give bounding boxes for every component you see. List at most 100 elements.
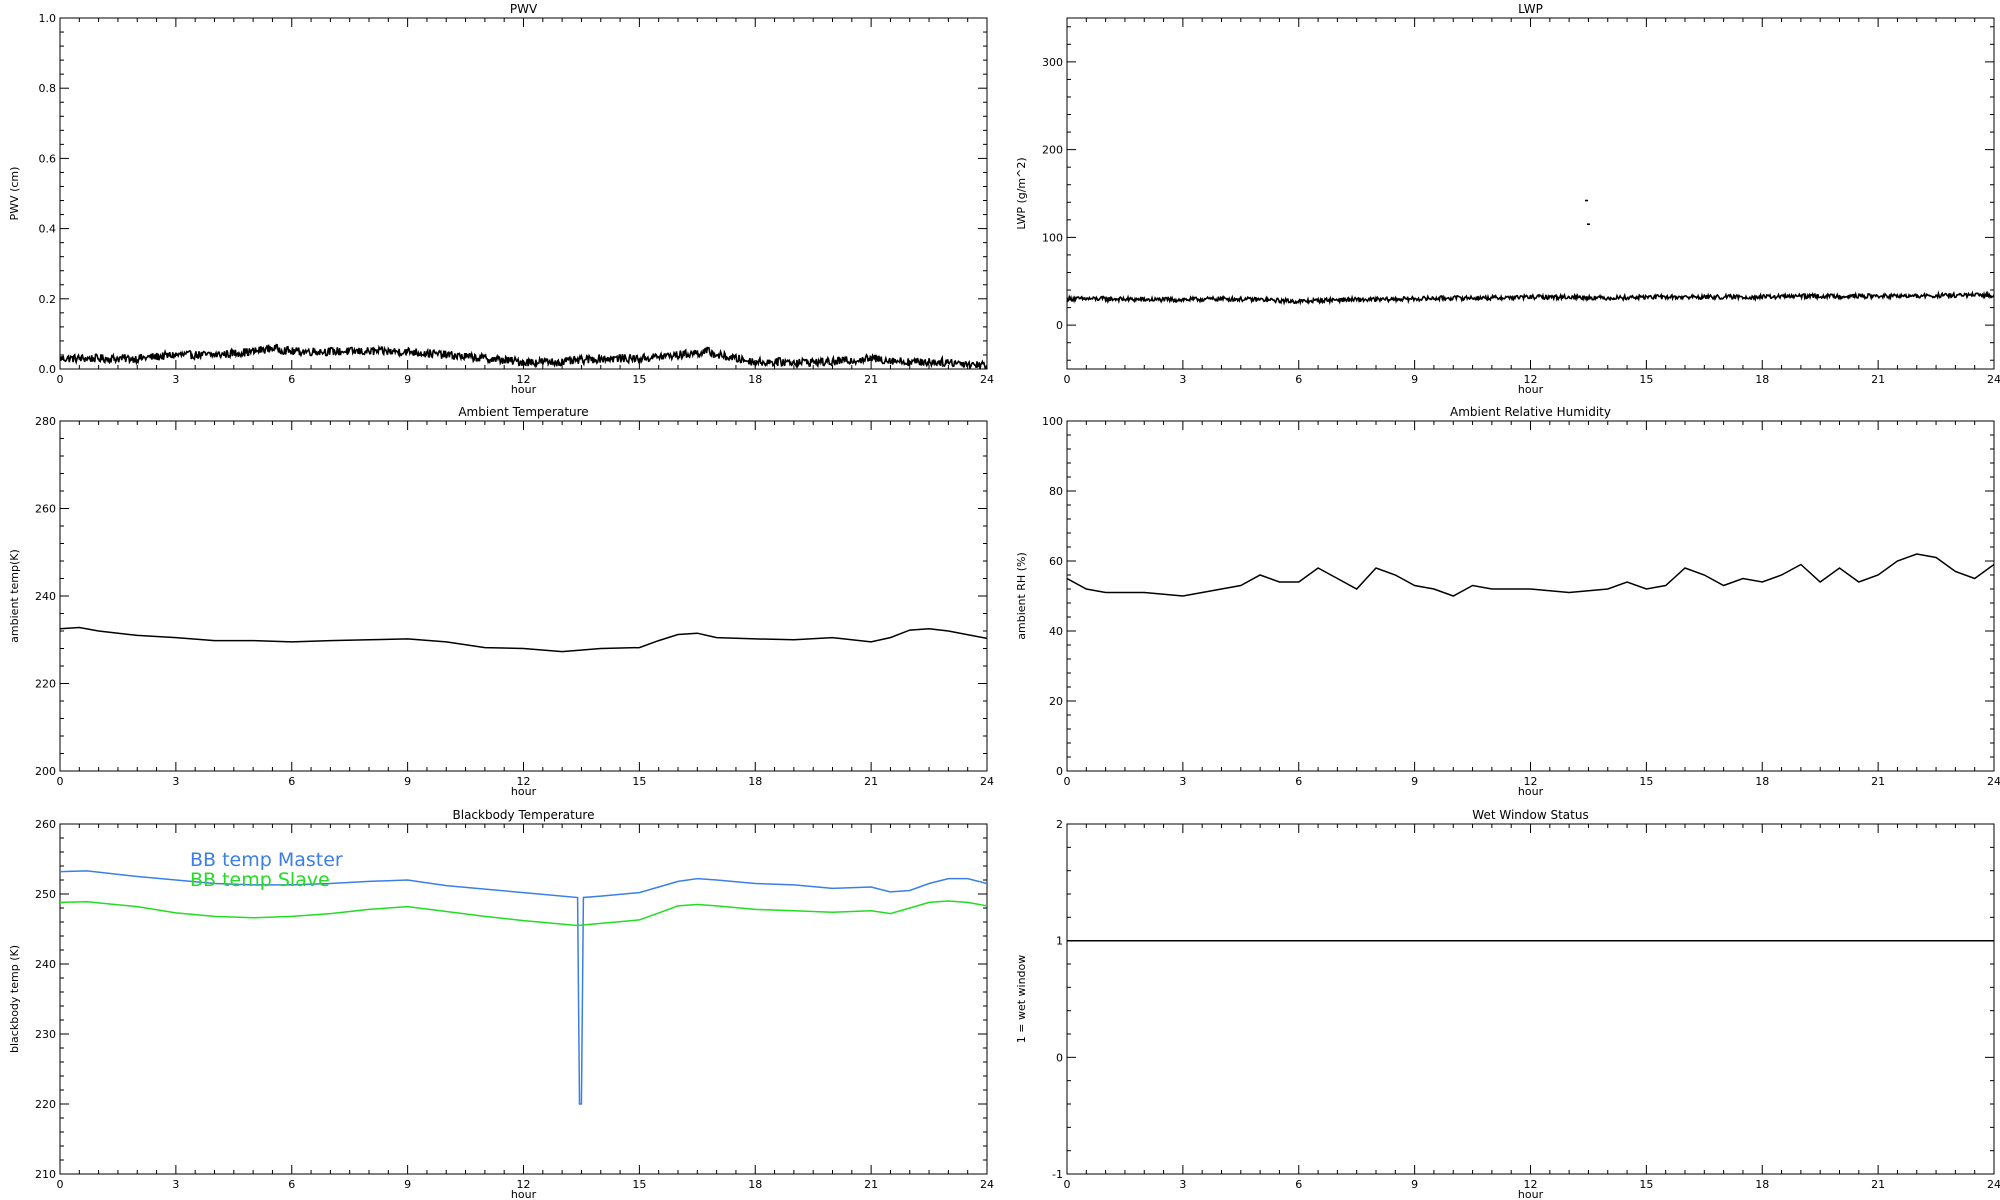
- x-tick-label: 3: [1179, 1178, 1186, 1191]
- x-tick-label: 24: [1987, 1178, 2000, 1191]
- plot-frame: [59, 17, 988, 370]
- y-tick-label: 260: [35, 503, 56, 516]
- plot-area: [1067, 199, 1994, 306]
- legend-entry: BB temp Master: [190, 849, 343, 871]
- y-tick-label: 0.2: [39, 293, 57, 306]
- x-tick-label: 12: [1524, 1178, 1538, 1191]
- x-axis-label: hour: [1518, 383, 1544, 396]
- y-tick-label: 200: [1042, 144, 1063, 157]
- x-tick-label: 12: [1524, 373, 1538, 386]
- x-tick-label: 24: [1987, 775, 2000, 788]
- x-tick-label: 15: [632, 373, 646, 386]
- chart-title: Ambient Temperature: [458, 405, 588, 419]
- x-tick-label: 6: [288, 373, 295, 386]
- y-tick-label: 220: [35, 678, 56, 691]
- x-tick-label: 0: [1064, 373, 1071, 386]
- x-tick-label: 24: [980, 373, 994, 386]
- x-tick-label: 21: [864, 1178, 878, 1191]
- chart-title: PWV: [510, 2, 538, 16]
- x-tick-label: 9: [1411, 1178, 1418, 1191]
- x-tick-label: 15: [632, 1178, 646, 1191]
- y-tick-label: 0.4: [39, 223, 57, 236]
- x-tick-label: 24: [980, 1178, 994, 1191]
- y-tick-label: 220: [35, 1098, 56, 1111]
- x-tick-label: 6: [1295, 775, 1302, 788]
- y-tick-label: 0.8: [39, 82, 57, 95]
- x-tick-label: 3: [172, 373, 179, 386]
- x-tick-label: 21: [1871, 373, 1885, 386]
- x-tick-label: 0: [57, 373, 64, 386]
- series-line-1: [1067, 553, 1994, 597]
- y-axis-label: ambient RH (%): [1015, 552, 1028, 640]
- y-tick-label: 1: [1056, 935, 1063, 948]
- y-tick-label: 230: [35, 1028, 56, 1041]
- y-tick-label: 1.0: [39, 12, 57, 25]
- plot-frame: [1066, 17, 1995, 370]
- y-tick-label: 210: [35, 1168, 56, 1181]
- x-tick-label: 12: [1524, 775, 1538, 788]
- y-tick-label: 240: [35, 590, 56, 603]
- x-tick-label: 18: [748, 775, 762, 788]
- x-tick-label: 15: [1639, 775, 1653, 788]
- x-tick-label: 3: [1179, 775, 1186, 788]
- legend-entry: BB temp Slave: [190, 869, 330, 891]
- x-tick-label: 12: [517, 373, 531, 386]
- x-tick-label: 18: [748, 1178, 762, 1191]
- x-axis-label: hour: [511, 383, 537, 396]
- series-line-1: [60, 343, 987, 369]
- x-tick-label: 9: [1411, 775, 1418, 788]
- x-tick-label: 18: [1755, 1178, 1769, 1191]
- x-tick-label: 21: [1871, 775, 1885, 788]
- x-tick-label: 9: [404, 373, 411, 386]
- x-tick-label: 3: [1179, 373, 1186, 386]
- plot-frame: [59, 420, 988, 772]
- x-tick-label: 12: [517, 775, 531, 788]
- y-tick-label: -1: [1052, 1168, 1063, 1181]
- y-tick-label: 300: [1042, 56, 1063, 69]
- x-tick-label: 0: [57, 1178, 64, 1191]
- x-tick-label: 15: [632, 775, 646, 788]
- y-tick-label: 200: [35, 765, 56, 778]
- x-tick-label: 0: [57, 775, 64, 788]
- y-axis-label: LWP (g/m^2): [1015, 157, 1028, 229]
- plot-area: [60, 343, 987, 369]
- chart-panel-3: Ambient Temperature 0 3 6 9 12 15 18 21 24 hour 200…: [8, 405, 994, 798]
- y-tick-label: 260: [35, 818, 56, 831]
- y-tick-label: 60: [1049, 555, 1063, 568]
- y-tick-label: 0: [1056, 319, 1063, 332]
- x-tick-label: 9: [404, 1178, 411, 1191]
- y-tick-label: 0: [1056, 765, 1063, 778]
- x-tick-label: 3: [172, 775, 179, 788]
- chart-title: Blackbody Temperature: [453, 808, 595, 822]
- x-tick-label: 15: [1639, 1178, 1653, 1191]
- y-tick-label: 240: [35, 958, 56, 971]
- x-axis-label: hour: [1518, 1188, 1544, 1200]
- y-tick-label: 80: [1049, 485, 1063, 498]
- y-tick-label: 280: [35, 415, 56, 428]
- x-axis-label: hour: [1518, 785, 1544, 798]
- y-axis-label: ambient temp(K): [8, 549, 21, 643]
- chart-panel-2: LWP 0 3 6 9 12 15 18 21 24 hour 0 100 200 300 LWP (g/m^…: [1015, 2, 2000, 396]
- y-tick-label: 20: [1049, 695, 1063, 708]
- data-point: [1585, 199, 1589, 202]
- y-tick-label: 0.6: [39, 152, 57, 165]
- x-tick-label: 24: [980, 775, 994, 788]
- plot-frame: [1066, 823, 1995, 1175]
- series-line-1: [1067, 290, 1994, 306]
- x-tick-label: 6: [288, 775, 295, 788]
- x-axis-label: hour: [511, 785, 537, 798]
- chart-title: LWP: [1518, 2, 1543, 16]
- x-tick-label: 15: [1639, 373, 1653, 386]
- x-tick-label: 9: [1411, 373, 1418, 386]
- x-tick-label: 21: [864, 373, 878, 386]
- x-tick-label: 0: [1064, 1178, 1071, 1191]
- y-tick-label: 0: [1056, 1051, 1063, 1064]
- x-tick-label: 3: [172, 1178, 179, 1191]
- x-tick-label: 18: [1755, 775, 1769, 788]
- x-tick-label: 9: [404, 775, 411, 788]
- y-tick-label: 250: [35, 888, 56, 901]
- y-tick-label: 40: [1049, 625, 1063, 638]
- y-axis-label: PWV (cm): [8, 167, 21, 221]
